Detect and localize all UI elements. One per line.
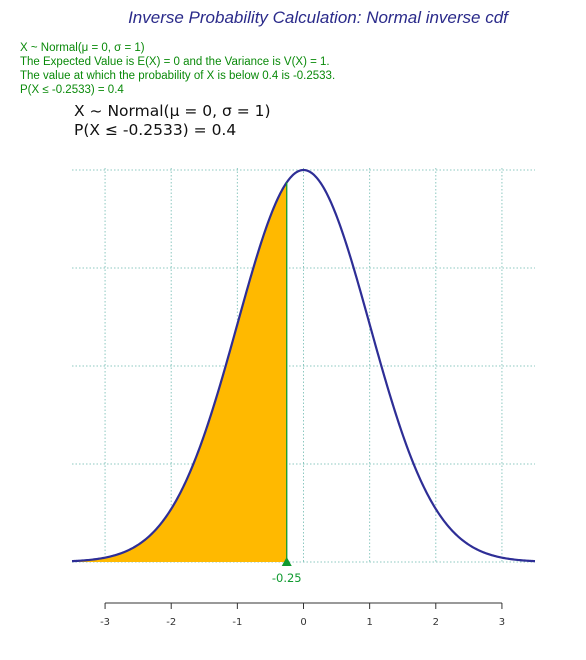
x-tick-label-5: 2 (433, 617, 439, 628)
quantile-triangle (281, 557, 292, 566)
plot-header-probability: P(X ≤ -0.2533) = 0.4 (74, 121, 237, 139)
info-line-distribution: X ~ Normal(μ = 0, σ = 1) (20, 42, 145, 54)
chart-title: Inverse Probability Calculation: Normal … (128, 8, 508, 27)
shaded-area (72, 182, 287, 562)
quantile-label: -0.25 (272, 571, 302, 585)
quantile-marker: -0.25 (272, 182, 302, 585)
plot-header-distribution: X ~ Normal(μ = 0, σ = 1) (74, 102, 271, 120)
info-line-probability: P(X ≤ -0.2533) = 0.4 (20, 84, 124, 96)
info-line-expected-value: The Expected Value is E(X) = 0 and the V… (20, 56, 330, 68)
grid-lines (72, 168, 535, 563)
plot-header: X ~ Normal(μ = 0, σ = 1) P(X ≤ -0.2533) … (74, 102, 271, 140)
x-tick-label-6: 3 (499, 617, 505, 628)
x-tick-label-0: -3 (100, 617, 110, 628)
info-line-quantile-text: The value at which the probability of X … (20, 70, 336, 82)
x-tick-label-1: -2 (166, 617, 176, 628)
x-tick-label-2: -1 (232, 617, 242, 628)
density-curve (71, 168, 536, 563)
x-axis: -3 -2 -1 0 1 2 3 (100, 602, 505, 628)
x-tick-label-4: 1 (366, 617, 372, 628)
density-curve-path (71, 168, 536, 563)
shaded-region-path (72, 182, 287, 562)
info-panel: X ~ Normal(μ = 0, σ = 1) The Expected Va… (20, 41, 335, 97)
x-tick-label-3: 0 (300, 617, 306, 628)
